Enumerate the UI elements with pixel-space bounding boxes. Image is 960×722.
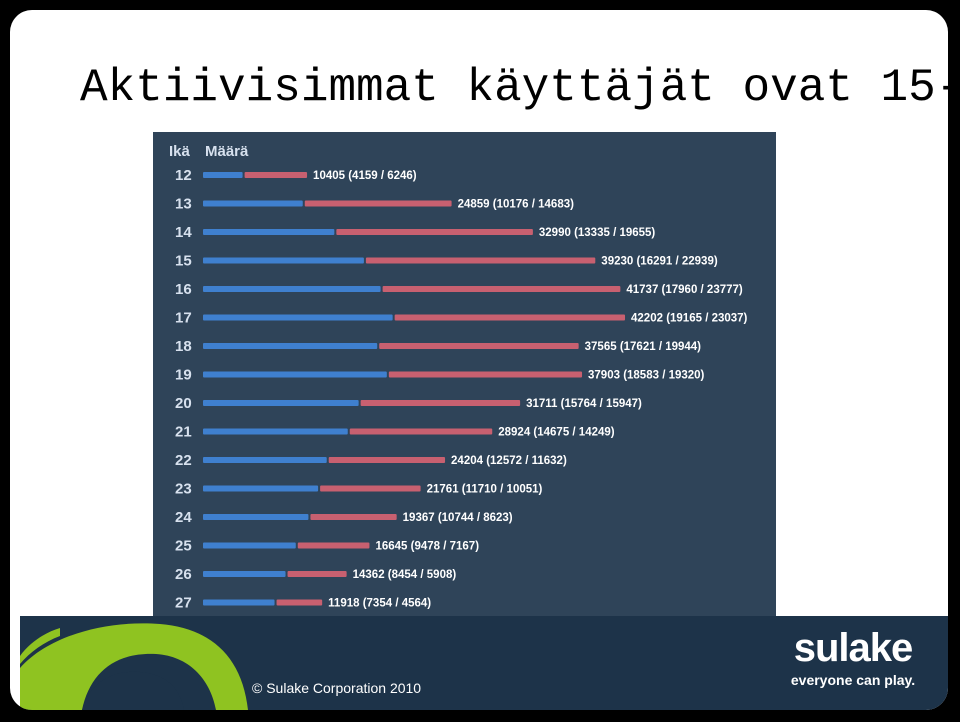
data-label: 32990 (13335 / 19655) bbox=[539, 227, 656, 239]
age-label: 22 bbox=[175, 452, 192, 469]
bar-female bbox=[297, 542, 370, 549]
bar-female bbox=[336, 229, 533, 235]
bar-male bbox=[203, 343, 378, 349]
data-label: 31711 (15764 / 15947) bbox=[526, 398, 642, 410]
bar-female bbox=[360, 400, 521, 406]
data-label: 11918 (7354 / 4564) bbox=[328, 598, 431, 610]
age-label: 24 bbox=[175, 509, 192, 526]
data-label: 39230 (16291 / 22939) bbox=[601, 256, 718, 268]
age-label: 17 bbox=[175, 310, 192, 327]
age-label: 26 bbox=[175, 566, 192, 583]
bar-female bbox=[244, 172, 308, 178]
bar-female bbox=[382, 286, 621, 292]
age-label: 18 bbox=[175, 338, 192, 355]
footer-banner: © Sulake Corporation 2010 sulake everyon… bbox=[20, 616, 948, 710]
bar-male bbox=[203, 485, 319, 492]
bar-male bbox=[203, 428, 348, 435]
bar-female bbox=[379, 343, 579, 349]
data-label: 14362 (8454 / 5908) bbox=[353, 569, 457, 581]
age-label: 16 bbox=[175, 281, 192, 298]
bar-female bbox=[349, 428, 493, 435]
age-label: 14 bbox=[175, 224, 192, 241]
data-label: 37565 (17621 / 19944) bbox=[585, 341, 702, 353]
bar-male bbox=[203, 172, 243, 178]
slide-title: Aktiivisimmat käyttäjät ovat 15-19v bbox=[80, 62, 948, 114]
bar-female bbox=[365, 257, 596, 264]
age-label: 15 bbox=[175, 253, 192, 270]
logo-slogan: everyone can play. bbox=[790, 672, 916, 688]
data-label: 19367 (10744 / 8623) bbox=[403, 512, 513, 524]
data-label: 24859 (10176 / 14683) bbox=[458, 199, 575, 211]
age-label: 23 bbox=[175, 481, 192, 498]
bar-female bbox=[394, 314, 626, 321]
bar-male bbox=[203, 200, 303, 207]
bar-female bbox=[388, 371, 583, 378]
age-label: 12 bbox=[175, 167, 192, 184]
bar-male bbox=[203, 457, 327, 463]
chart-svg: Ikä Määrä 12 10405 (4159 / 6246) 13 24859 (10… bbox=[169, 143, 748, 612]
bar-female bbox=[328, 457, 446, 463]
logo-wordmark: sulake bbox=[793, 626, 914, 670]
age-label: 27 bbox=[175, 595, 192, 612]
data-label: 24204 (12572 / 11632) bbox=[451, 455, 567, 467]
bar-female bbox=[287, 571, 347, 577]
swirl-logo-graphic bbox=[20, 616, 250, 710]
copyright-text: © Sulake Corporation 2010 bbox=[252, 680, 422, 696]
bar-male bbox=[203, 400, 359, 406]
age-label: 21 bbox=[175, 424, 192, 441]
bar-male bbox=[203, 599, 275, 606]
bar-male bbox=[203, 514, 309, 520]
data-label: 16645 (9478 / 7167) bbox=[375, 541, 479, 553]
bar-male bbox=[203, 257, 364, 264]
age-label: 19 bbox=[175, 367, 192, 384]
bar-male bbox=[203, 542, 296, 549]
slide: Aktiivisimmat käyttäjät ovat 15-19v Ikä M… bbox=[10, 10, 948, 710]
data-label: 28924 (14675 / 14249) bbox=[498, 427, 615, 439]
header-count: Määrä bbox=[205, 143, 249, 160]
bar-female bbox=[310, 514, 397, 520]
bar-male bbox=[203, 571, 286, 577]
bar-male bbox=[203, 314, 393, 321]
header-age: Ikä bbox=[169, 143, 191, 160]
age-distribution-chart: Ikä Määrä 12 10405 (4159 / 6246) 13 24859 (10… bbox=[153, 132, 776, 627]
data-label: 21761 (11710 / 10051) bbox=[427, 484, 543, 496]
bar-female bbox=[276, 599, 323, 606]
age-label: 13 bbox=[175, 196, 192, 213]
age-label: 20 bbox=[175, 395, 192, 412]
bar-male bbox=[203, 229, 335, 235]
bar-female bbox=[320, 485, 421, 492]
bar-male bbox=[203, 371, 387, 378]
data-label: 10405 (4159 / 6246) bbox=[313, 170, 417, 182]
bar-female bbox=[304, 200, 452, 207]
data-label: 42202 (19165 / 23037) bbox=[631, 313, 748, 325]
data-label: 37903 (18583 / 19320) bbox=[588, 370, 705, 382]
data-label: 41737 (17960 / 23777) bbox=[626, 284, 743, 296]
age-label: 25 bbox=[175, 538, 192, 555]
bar-male bbox=[203, 286, 381, 292]
sulake-logo: sulake everyone can play. bbox=[778, 626, 928, 688]
